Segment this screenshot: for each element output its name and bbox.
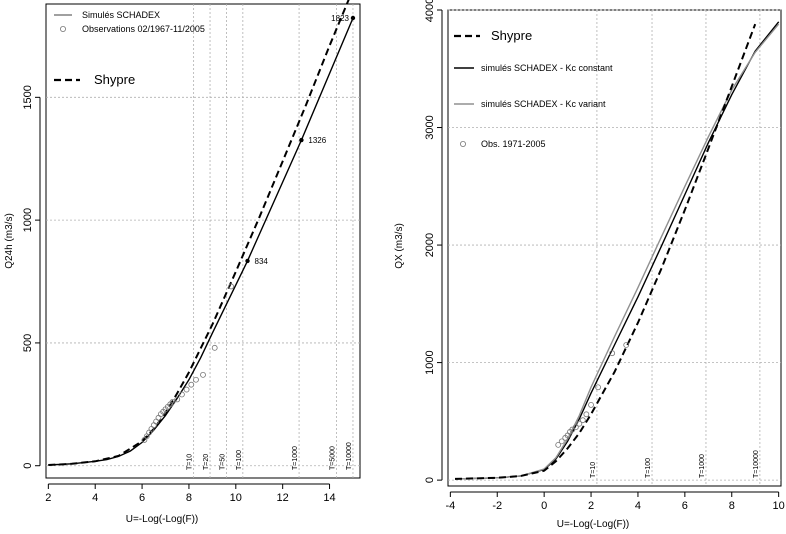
return-period-label: T=10 xyxy=(590,462,597,478)
observation-point xyxy=(211,344,218,351)
y-tick-label: 500 xyxy=(22,334,34,352)
return-period-label: T=5000 xyxy=(330,446,337,470)
x-axis-title-left: U=-Log(-Log(F)) xyxy=(126,514,199,525)
return-period-label: T=10000 xyxy=(346,442,353,470)
x-axis-right: -4 -2 0 2 4 6 8 10 xyxy=(445,491,785,512)
return-period-labels-left: T=10 T=20 T=50 T=100 T=1000 T=5000 T=10000 xyxy=(187,442,353,470)
observation-point xyxy=(183,386,190,393)
x-tick-label: 12 xyxy=(277,492,289,504)
x-axis-left: 2 4 6 8 10 12 14 xyxy=(45,483,336,504)
x-tick-label: 14 xyxy=(323,492,335,504)
legend-label-obs-right: Obs. 1971-2005 xyxy=(481,139,546,149)
annotation-label: 1823 xyxy=(331,14,349,23)
series-line-simul-s-schadex xyxy=(48,17,354,466)
legend-label-simules: Simulés SCHADEX xyxy=(82,10,160,20)
x-tick-label: -4 xyxy=(445,500,455,512)
observation-point xyxy=(169,398,176,405)
x-tick-label: 4 xyxy=(635,500,641,512)
legend-label-shypre-left: Shypre xyxy=(94,72,135,87)
y-tick-label: 3000 xyxy=(424,115,436,139)
return-period-label: T=50 xyxy=(219,454,226,470)
grid-right xyxy=(448,9,781,486)
observation-point xyxy=(153,418,160,425)
observation-point xyxy=(609,350,616,357)
y-axis-title-right: QX (m3/s) xyxy=(394,223,405,269)
x-tick-label: -2 xyxy=(492,500,502,512)
return-period-label: T=100 xyxy=(236,450,243,470)
x-tick-label: 10 xyxy=(773,500,785,512)
series-line-simul-s-schadex-kc-constant xyxy=(454,21,780,480)
observation-point xyxy=(174,396,181,403)
legend-swatch-obs-right xyxy=(459,140,466,147)
x-tick-label: 6 xyxy=(682,500,688,512)
y-tick-label: 0 xyxy=(424,477,436,483)
plot-frame-right xyxy=(447,9,782,487)
return-period-label: T=100 xyxy=(645,458,652,478)
y-axis-right: 0 1000 2000 3000 4000 xyxy=(424,0,443,483)
observation-point xyxy=(155,414,162,421)
x-tick-label: 2 xyxy=(588,500,594,512)
observation-point xyxy=(595,384,601,391)
x-tick-label: 0 xyxy=(541,500,547,512)
legend-left: Simulés SCHADEX Observations 02/1967-11/… xyxy=(54,10,205,87)
observation-point xyxy=(579,417,586,424)
x-tick-label: 8 xyxy=(186,492,192,504)
annotation-marker xyxy=(350,15,356,21)
chart-left: T=10 T=20 T=50 T=100 T=1000 T=5000 T=10000 2 4 6… xyxy=(4,0,361,525)
x-tick-label: 4 xyxy=(92,492,98,504)
x-tick-label: 2 xyxy=(45,492,51,504)
observation-point xyxy=(200,371,206,378)
series-line-simul-s-schadex-kc-variant xyxy=(454,23,780,480)
legend-label-kc-constant: simulés SCHADEX - Kc constant xyxy=(481,63,613,73)
y-tick-label: 1000 xyxy=(22,208,34,232)
observation-point xyxy=(588,402,594,408)
legend-label-observations: Observations 02/1967-11/2005 xyxy=(82,24,205,34)
return-period-label: T=10000 xyxy=(753,450,760,478)
y-axis-left: 0 500 1000 1500 xyxy=(22,85,41,469)
annotation-marker xyxy=(299,137,304,143)
x-tick-label: 6 xyxy=(139,492,145,504)
x-axis-title-right: U=-Log(-Log(F)) xyxy=(557,519,630,530)
y-tick-label: 4000 xyxy=(424,0,436,22)
observation-point xyxy=(555,441,562,448)
observation-point xyxy=(558,438,565,445)
series-left xyxy=(48,0,354,466)
observation-point xyxy=(576,420,583,427)
observation-point xyxy=(228,283,235,290)
annotation-label: 1326 xyxy=(308,136,326,145)
annotation-label: 834 xyxy=(255,257,269,266)
series-line-shypre xyxy=(454,23,757,480)
y-tick-label: 1000 xyxy=(424,350,436,374)
observation-point xyxy=(188,381,195,388)
observation-point xyxy=(623,342,630,348)
series-right xyxy=(454,21,780,480)
annotations-left: 834 1326 1823 xyxy=(245,14,356,266)
observation-point xyxy=(179,391,185,398)
y-tick-label: 1500 xyxy=(22,85,34,109)
y-tick-label: 2000 xyxy=(424,233,436,257)
observation-point xyxy=(193,376,199,383)
observation-point xyxy=(583,411,590,418)
x-tick-label: 10 xyxy=(230,492,242,504)
series-line-shypre xyxy=(48,0,350,466)
observation-point xyxy=(150,422,157,429)
y-tick-label: 0 xyxy=(22,463,34,469)
x-tick-label: 8 xyxy=(729,500,735,512)
plot-frame-left xyxy=(45,3,361,479)
chart-right: T=10 T=100 T=1000 T=10000 -4 -2 0 2 4 6 8 10 0 1000… xyxy=(394,0,785,530)
legend-label-kc-variant: simulés SCHADEX - Kc variant xyxy=(481,99,606,109)
y-axis-title-left: Q24h (m3/s) xyxy=(4,213,15,269)
observation-point xyxy=(572,424,579,431)
return-period-label: T=10 xyxy=(187,454,194,470)
return-period-label: T=1000 xyxy=(699,454,706,478)
annotation-marker xyxy=(245,258,250,264)
legend-swatch-observations xyxy=(60,25,67,32)
return-period-label: T=1000 xyxy=(292,446,299,470)
legend-right: Shypre simulés SCHADEX - Kc constant sim… xyxy=(454,28,613,149)
return-period-labels-right: T=10 T=100 T=1000 T=10000 xyxy=(590,450,760,478)
grid-left xyxy=(46,4,360,478)
legend-label-shypre-right: Shypre xyxy=(491,28,532,43)
return-period-label: T=20 xyxy=(203,454,210,470)
